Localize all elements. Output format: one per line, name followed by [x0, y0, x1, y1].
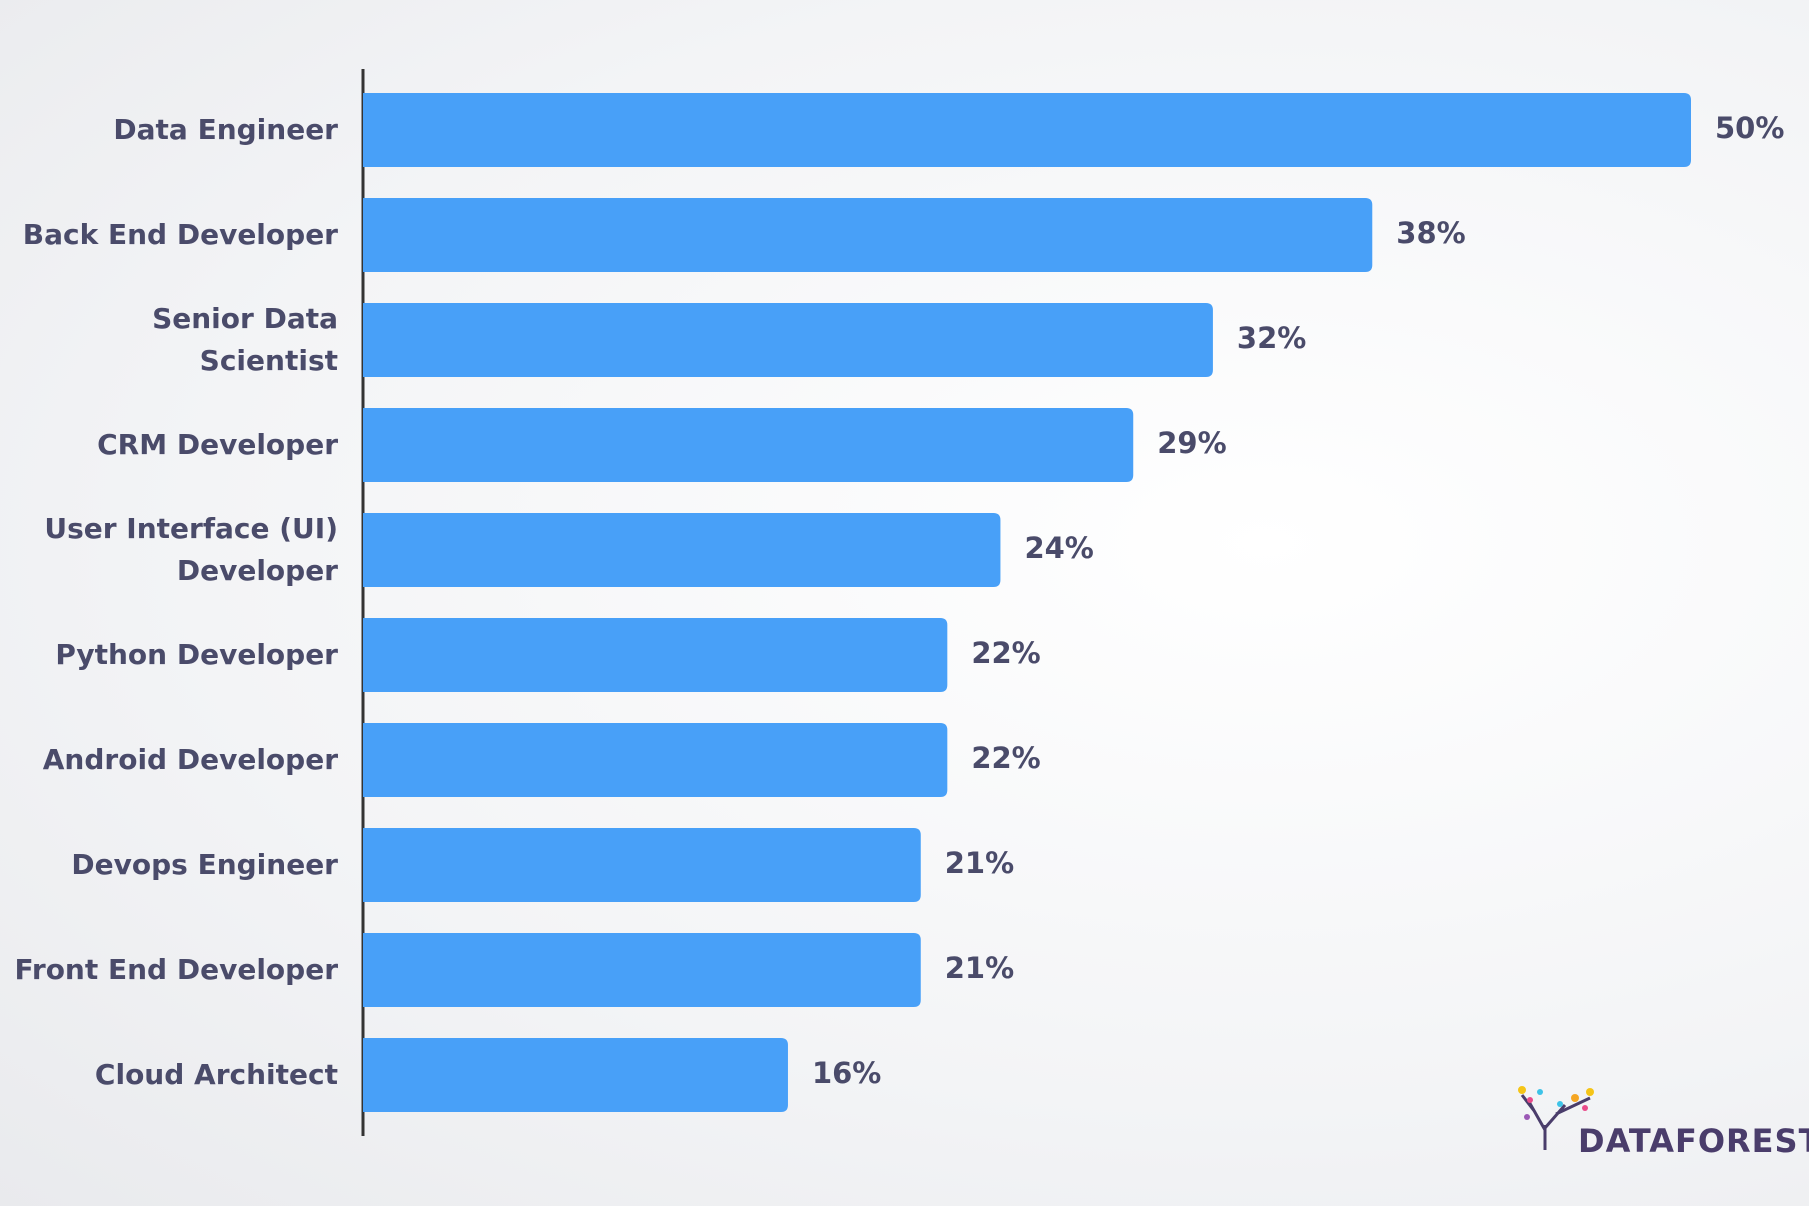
category-label: Python Developer: [55, 638, 338, 671]
bar: [363, 303, 1213, 377]
category-label: CRM Developer: [97, 428, 338, 461]
bar: [363, 198, 1373, 272]
bar: [363, 933, 921, 1007]
logo-icon: [1518, 1086, 1594, 1150]
brand-logo: DATAFOREST: [1578, 1122, 1809, 1160]
bar: [363, 408, 1134, 482]
category-label: Front End Developer: [14, 953, 338, 986]
bar: [363, 723, 948, 797]
value-label: 32%: [1237, 321, 1306, 355]
value-label: 29%: [1157, 426, 1226, 460]
category-label: User Interface (UI) Developer: [44, 512, 338, 587]
value-label: 38%: [1396, 216, 1465, 250]
category-label: Data Engineer: [113, 113, 338, 146]
bar: [363, 513, 1001, 587]
value-label: 21%: [945, 951, 1014, 985]
category-label: Back End Developer: [22, 218, 338, 251]
bar: [363, 618, 948, 692]
value-label: 21%: [945, 846, 1014, 880]
bar: [363, 1038, 788, 1112]
value-label: 50%: [1715, 111, 1784, 145]
category-label: Devops Engineer: [71, 848, 338, 881]
category-label: Android Developer: [42, 743, 338, 776]
value-label: 24%: [1024, 531, 1093, 565]
bar: [363, 93, 1691, 167]
value-label: 22%: [971, 741, 1040, 775]
value-label: 16%: [812, 1056, 881, 1090]
value-label: 22%: [971, 636, 1040, 670]
category-label: Cloud Architect: [94, 1058, 338, 1091]
bar: [363, 828, 921, 902]
category-label: Senior Data Scientist: [152, 302, 338, 377]
